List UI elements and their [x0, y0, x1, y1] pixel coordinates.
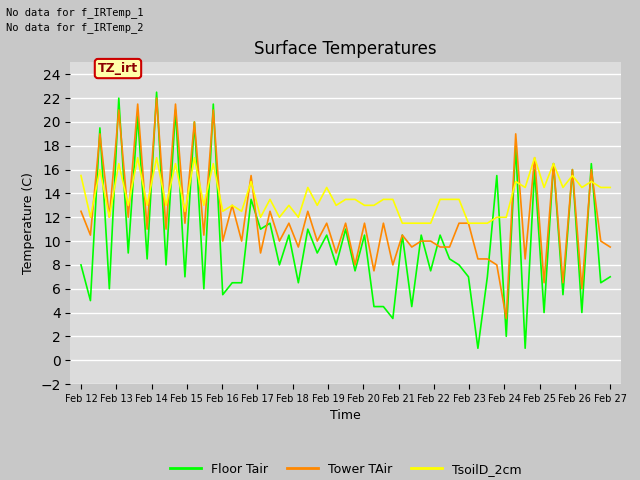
- Floor Tair: [445, 256, 453, 262]
- TsoilD_2cm: [134, 155, 141, 161]
- TsoilD_2cm: [399, 220, 406, 226]
- Text: No data for f_IRTemp_1: No data for f_IRTemp_1: [6, 7, 144, 18]
- Floor Tair: [96, 125, 104, 131]
- Line: Floor Tair: Floor Tair: [81, 92, 610, 348]
- TsoilD_2cm: [96, 167, 104, 172]
- Floor Tair: [606, 274, 614, 280]
- Floor Tair: [77, 262, 85, 268]
- Tower TAir: [455, 220, 463, 226]
- TsoilD_2cm: [606, 185, 614, 191]
- Tower TAir: [106, 215, 113, 220]
- Floor Tair: [106, 286, 113, 291]
- TsoilD_2cm: [314, 203, 321, 208]
- Floor Tair: [228, 280, 236, 286]
- TsoilD_2cm: [465, 220, 472, 226]
- Tower TAir: [502, 316, 510, 322]
- Tower TAir: [228, 203, 236, 208]
- TsoilD_2cm: [228, 203, 236, 208]
- Title: Surface Temperatures: Surface Temperatures: [254, 40, 437, 58]
- TsoilD_2cm: [106, 215, 113, 220]
- Text: No data for f_IRTemp_2: No data for f_IRTemp_2: [6, 22, 144, 33]
- Legend: Floor Tair, Tower TAir, TsoilD_2cm: Floor Tair, Tower TAir, TsoilD_2cm: [164, 457, 527, 480]
- Floor Tair: [153, 89, 161, 95]
- TsoilD_2cm: [77, 173, 85, 179]
- Line: Tower TAir: Tower TAir: [81, 98, 610, 319]
- Text: TZ_irt: TZ_irt: [98, 62, 138, 75]
- Tower TAir: [445, 244, 453, 250]
- Floor Tair: [474, 346, 482, 351]
- Tower TAir: [153, 95, 161, 101]
- Tower TAir: [314, 238, 321, 244]
- Tower TAir: [77, 208, 85, 214]
- Tower TAir: [96, 131, 104, 137]
- TsoilD_2cm: [455, 196, 463, 202]
- Floor Tair: [314, 250, 321, 256]
- Y-axis label: Temperature (C): Temperature (C): [22, 172, 35, 274]
- Tower TAir: [606, 244, 614, 250]
- Floor Tair: [455, 262, 463, 268]
- Line: TsoilD_2cm: TsoilD_2cm: [81, 158, 610, 223]
- X-axis label: Time: Time: [330, 409, 361, 422]
